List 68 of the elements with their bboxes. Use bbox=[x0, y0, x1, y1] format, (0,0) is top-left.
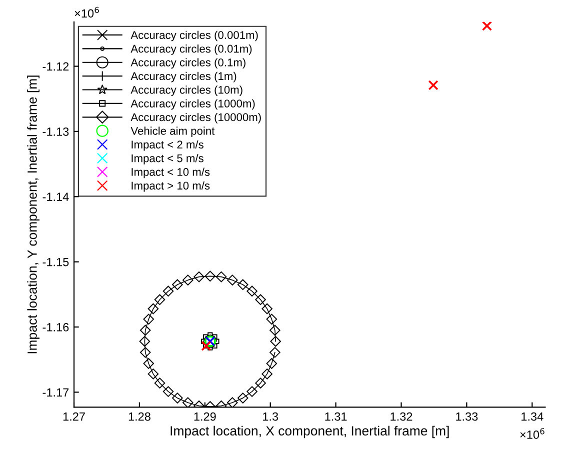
legend-label: Accuracy circles (1m) bbox=[130, 72, 236, 82]
point bbox=[194, 271, 204, 282]
point bbox=[262, 368, 272, 380]
point bbox=[148, 368, 159, 380]
legend-label: Accuracy circles (0.1m) bbox=[130, 58, 246, 69]
y-axis-title: Impact location, Y component, Inertial frame [m] bbox=[27, 76, 40, 354]
point bbox=[143, 358, 154, 369]
legend-label: Vehicle aim point bbox=[130, 126, 215, 138]
x-tick-label: 1.34 bbox=[522, 412, 544, 421]
point bbox=[201, 340, 212, 351]
point bbox=[140, 347, 151, 358]
point bbox=[143, 314, 154, 325]
point bbox=[246, 386, 258, 397]
x-tick-label: 1.31 bbox=[325, 412, 347, 421]
point bbox=[270, 347, 280, 358]
legend-label: Accuracy circles (10m) bbox=[130, 86, 242, 96]
point bbox=[208, 332, 213, 338]
point bbox=[237, 279, 248, 290]
y-tick-label: -1.12 bbox=[42, 62, 69, 71]
x-tick-label: 1.29 bbox=[194, 412, 216, 421]
legend-label: Impact > 10 m/s bbox=[132, 181, 210, 192]
y-tick-label: -1.16 bbox=[42, 323, 69, 332]
point bbox=[214, 338, 220, 344]
point bbox=[182, 397, 194, 408]
point bbox=[262, 303, 272, 314]
point bbox=[139, 336, 150, 347]
point bbox=[148, 303, 159, 314]
y-tick-label: -1.15 bbox=[42, 258, 69, 266]
point bbox=[172, 392, 183, 404]
y-tick-label: -1.14 bbox=[42, 192, 69, 201]
y-tick-label: -1.17 bbox=[42, 388, 69, 396]
point bbox=[428, 80, 438, 90]
point bbox=[227, 274, 238, 286]
x-tick-label: 1.28 bbox=[128, 412, 150, 421]
point bbox=[154, 378, 166, 388]
point bbox=[162, 286, 174, 297]
point bbox=[255, 378, 266, 388]
point bbox=[227, 397, 238, 408]
legend-label: Accuracy circles (0.01m) bbox=[130, 44, 252, 55]
legend-label: Impact < 10 m/s bbox=[132, 168, 210, 178]
legend-label: Impact < 5 m/s bbox=[132, 154, 204, 164]
x-tick-label: 1.27 bbox=[63, 412, 85, 421]
point bbox=[204, 270, 216, 282]
legend-label: Accuracy circles (0.001m) bbox=[130, 30, 258, 42]
point bbox=[266, 314, 278, 325]
x-tick-label: 1.3 bbox=[263, 412, 278, 421]
text: ×10$^{6}$ bbox=[520, 428, 544, 439]
x-axis-title: Impact location, X component, Inertial frame [m] bbox=[170, 426, 449, 438]
point bbox=[266, 358, 278, 369]
point bbox=[255, 294, 266, 306]
point bbox=[482, 22, 492, 31]
point bbox=[162, 386, 174, 397]
legend-label: Accuracy circles (1000m) bbox=[130, 99, 255, 110]
point bbox=[270, 324, 280, 336]
x-tick-label: 1.32 bbox=[390, 412, 412, 421]
point bbox=[182, 274, 194, 286]
x-tick-label: 1.33 bbox=[456, 412, 478, 421]
point bbox=[270, 336, 281, 347]
legend-label: Accuracy circles (10000m) bbox=[130, 112, 261, 124]
point bbox=[172, 279, 183, 290]
point bbox=[154, 294, 166, 306]
point bbox=[246, 286, 258, 297]
point bbox=[237, 392, 248, 404]
y-tick-label: -1.13 bbox=[42, 127, 69, 136]
legend-label: Impact < 2 m/s bbox=[132, 140, 204, 151]
point bbox=[216, 271, 227, 282]
point bbox=[140, 324, 151, 336]
text: ×10$^{6}$ bbox=[74, 6, 99, 18]
